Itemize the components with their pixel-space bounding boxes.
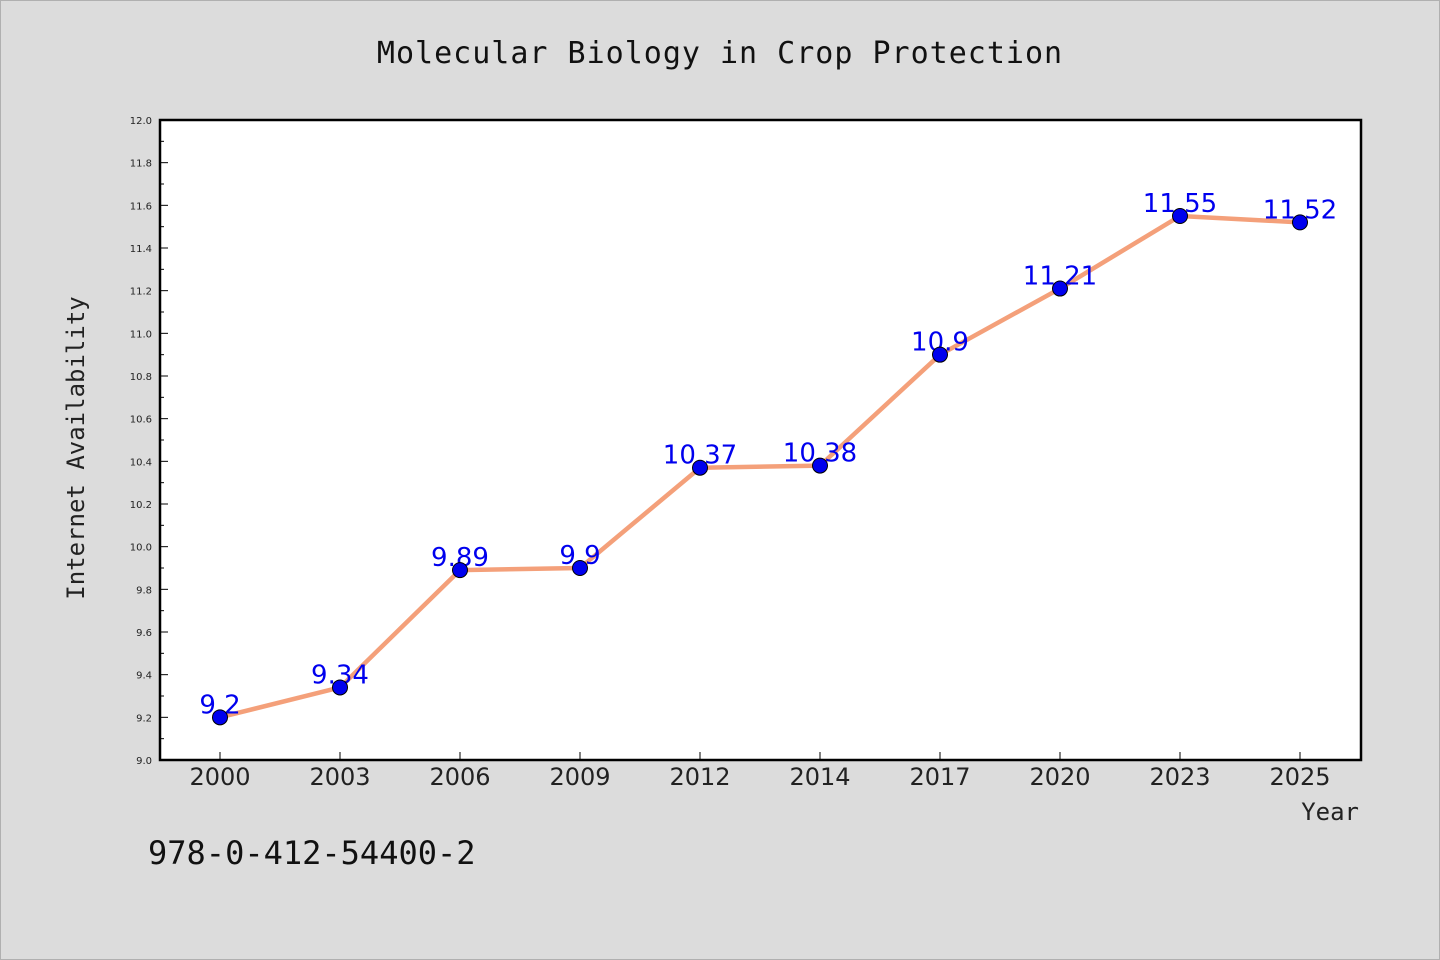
x-tick-label: 2009	[549, 763, 610, 791]
data-point	[332, 679, 348, 696]
x-tick-label: 2017	[909, 763, 970, 791]
y-tick-label: 10.6	[130, 415, 152, 426]
isbn-annotation: 978-0-412-54400-2	[148, 834, 476, 872]
y-tick-label: 11.0	[130, 329, 152, 340]
data-point	[1172, 208, 1188, 224]
y-tick-label: 10.0	[130, 543, 152, 554]
x-axis: 2000 2003 2006 2009 2012 2014 2017 2020 2023 2025	[189, 752, 1331, 791]
y-tick-label: 12.0	[130, 116, 152, 127]
y-tick-label: 11.6	[130, 201, 152, 212]
data-point	[572, 560, 588, 576]
x-axis-label: Year	[1301, 798, 1359, 826]
x-tick-label: 2020	[1029, 763, 1090, 791]
y-tick-label: 10.8	[130, 372, 152, 383]
y-axis-label: Internet Availability	[62, 296, 90, 599]
data-point	[1292, 214, 1308, 231]
x-tick-label: 2003	[309, 763, 370, 791]
y-tick-label: 11.4	[130, 244, 152, 255]
y-axis: 9.0 9.2 9.4 9.6 9.8 10.0 10.2 10.4 10.6 10.8 11.0 1…	[130, 116, 168, 767]
y-tick-label: 9.0	[136, 756, 152, 767]
y-tick-label: 10.2	[130, 500, 152, 511]
y-tick-label: 11.8	[130, 159, 152, 170]
y-tick-label: 9.6	[136, 628, 152, 639]
x-tick-label: 2000	[189, 763, 250, 791]
data-point	[692, 459, 708, 476]
chart-title: Molecular Biology in Crop Protection	[377, 36, 1063, 71]
y-tick-label: 9.4	[136, 671, 152, 682]
y-tick-label: 11.2	[130, 287, 152, 298]
x-tick-label: 2006	[429, 763, 490, 791]
data-point	[812, 457, 828, 474]
x-tick-label: 2012	[669, 763, 730, 791]
x-tick-label: 2025	[1269, 763, 1330, 791]
y-tick-label: 9.2	[136, 713, 152, 724]
data-point	[212, 709, 228, 726]
y-tick-label: 10.4	[130, 457, 152, 468]
series-line	[219, 213, 1301, 720]
y-tick-label: 9.8	[136, 585, 152, 596]
data-point	[1052, 280, 1068, 297]
x-tick-label: 2014	[789, 763, 850, 791]
x-tick-label: 2023	[1149, 763, 1210, 791]
data-point	[452, 562, 468, 579]
data-point	[932, 346, 948, 363]
